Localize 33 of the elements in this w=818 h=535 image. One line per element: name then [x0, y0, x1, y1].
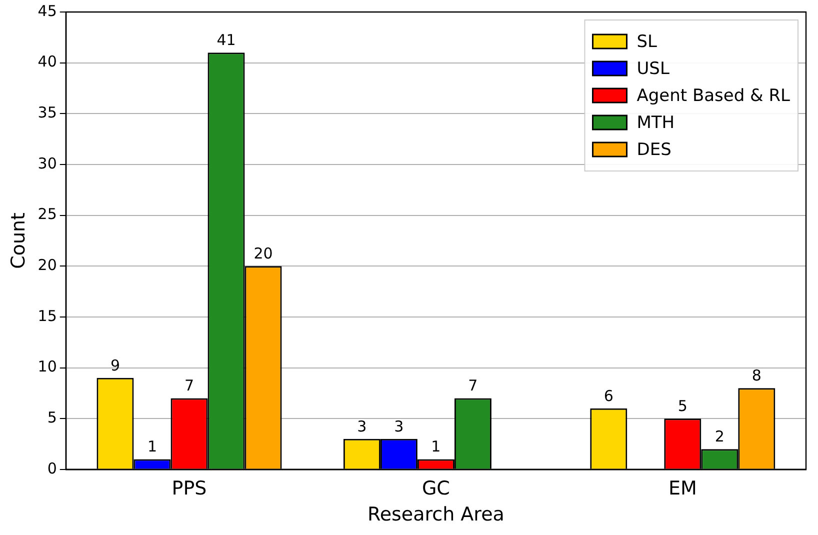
data-label: 3 — [394, 417, 404, 436]
legend-label: MTH — [636, 112, 675, 133]
y-tick-label: 30 — [38, 154, 57, 172]
y-tick-label: 20 — [38, 256, 57, 274]
legend-label: SL — [636, 32, 658, 52]
data-label: 7 — [468, 376, 478, 395]
legend-label: DES — [636, 140, 672, 160]
data-label: 8 — [752, 366, 762, 384]
y-tick-label: 35 — [38, 104, 57, 122]
y-tick-label: 45 — [38, 2, 57, 20]
y-axis-title: Count — [7, 212, 30, 269]
x-tick-label: PPS — [172, 478, 207, 500]
data-label: 41 — [216, 31, 236, 50]
data-label: 1 — [147, 438, 158, 456]
data-label: 6 — [604, 386, 614, 405]
data-label: 20 — [254, 244, 273, 262]
x-axis-title: Research Area — [367, 504, 504, 526]
data-label: 2 — [714, 427, 724, 446]
y-tick-label: 40 — [38, 52, 57, 71]
y-tick-label: 25 — [38, 205, 57, 224]
data-label: 3 — [357, 417, 367, 436]
y-tick-label: 5 — [47, 408, 57, 426]
x-tick-label: EM — [668, 478, 697, 500]
y-tick-label: 15 — [38, 306, 57, 325]
y-tick-label: 0 — [47, 459, 57, 478]
data-label: 7 — [184, 376, 194, 395]
data-label: 9 — [110, 356, 120, 374]
y-tick-label: 10 — [38, 358, 57, 376]
data-label: 1 — [431, 438, 441, 456]
legend-label: Agent Based & RL — [636, 86, 791, 106]
x-tick-label: GC — [422, 478, 450, 500]
legend-label: USL — [636, 58, 670, 79]
data-label: 5 — [678, 396, 688, 415]
